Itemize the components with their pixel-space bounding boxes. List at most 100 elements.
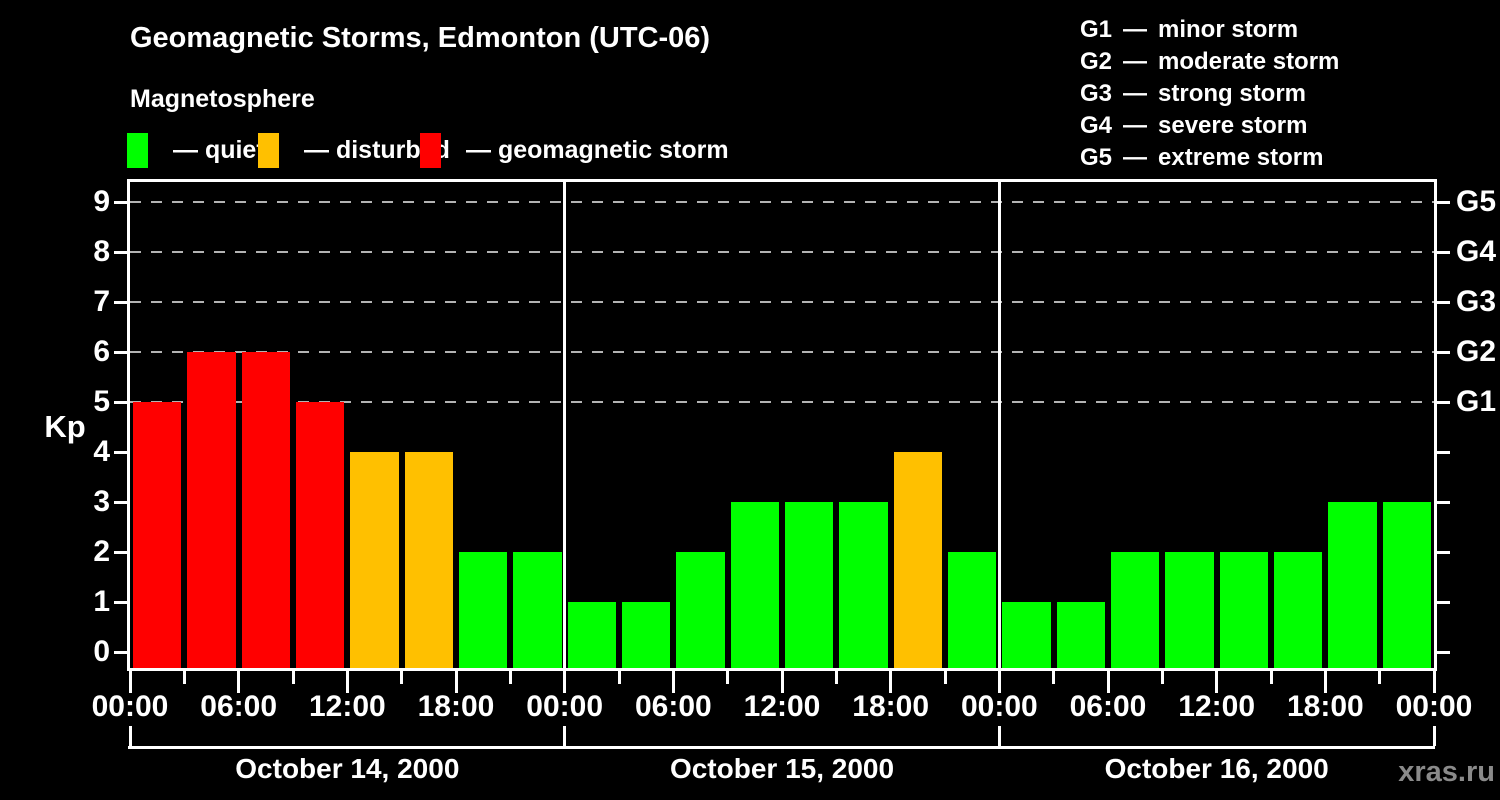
y-axis-tick bbox=[114, 250, 127, 254]
x-tick-label: 00:00 bbox=[960, 690, 1038, 723]
x-axis-tick bbox=[182, 671, 186, 684]
x-axis-tick bbox=[1432, 671, 1436, 693]
y-axis-tick bbox=[114, 350, 127, 354]
date-label: October 15, 2000 bbox=[669, 753, 895, 784]
dash: — bbox=[1123, 144, 1148, 171]
legend-label-quiet: — quiet bbox=[173, 135, 265, 164]
y-axis-tick bbox=[114, 450, 127, 454]
y-axis-tick-right bbox=[1437, 500, 1450, 504]
g-axis-label: G2 bbox=[1456, 335, 1497, 368]
g5-desc: extreme storm bbox=[1158, 144, 1324, 171]
x-tick-label: 18:00 bbox=[852, 690, 930, 723]
kp-bar bbox=[459, 552, 508, 668]
x-tick-label: 12:00 bbox=[1178, 690, 1256, 723]
y-axis-tick-right bbox=[1437, 350, 1450, 354]
watermark: xras.ru bbox=[1398, 756, 1495, 788]
g-scale-row-g3: G3 — strong storm bbox=[1080, 78, 1339, 110]
kp-bar bbox=[1328, 502, 1377, 668]
x-axis-tick bbox=[128, 671, 132, 693]
g2-code: G2 bbox=[1080, 48, 1113, 75]
y-axis-title: Kp bbox=[44, 409, 86, 444]
page-title: Geomagnetic Storms, Edmonton (UTC-06) bbox=[130, 22, 711, 54]
y-tick-label: 6 bbox=[93, 335, 110, 368]
g-axis-label: G5 bbox=[1456, 185, 1497, 218]
y-axis-tick bbox=[114, 650, 127, 654]
x-axis-tick bbox=[1160, 671, 1164, 684]
y-tick-label: 4 bbox=[93, 435, 110, 468]
gridline bbox=[130, 301, 1434, 303]
y-axis-tick-right bbox=[1437, 650, 1450, 654]
x-axis-tick bbox=[671, 671, 675, 693]
x-axis-tick bbox=[1323, 671, 1327, 693]
g3-code: G3 bbox=[1080, 80, 1113, 107]
plot-area bbox=[127, 179, 1437, 671]
y-tick-label: 7 bbox=[93, 285, 110, 318]
kp-bar bbox=[1219, 552, 1268, 668]
x-tick-label: 18:00 bbox=[417, 690, 495, 723]
g4-code: G4 bbox=[1080, 112, 1113, 139]
kp-bar bbox=[567, 602, 616, 668]
date-bracket-tick bbox=[1432, 726, 1436, 746]
x-axis-tick bbox=[834, 671, 838, 684]
g2-desc: moderate storm bbox=[1158, 48, 1340, 75]
x-axis-tick bbox=[508, 671, 512, 684]
y-tick-label: 0 bbox=[93, 635, 110, 668]
legend-item-storm: — geomagnetic storm bbox=[420, 132, 729, 168]
x-axis-tick bbox=[237, 671, 241, 693]
x-axis-tick bbox=[1052, 671, 1056, 684]
x-axis-tick bbox=[400, 671, 404, 684]
y-axis-tick-right bbox=[1437, 300, 1450, 304]
kp-bar bbox=[893, 452, 942, 668]
x-tick-label: 12:00 bbox=[308, 690, 386, 723]
kp-bar bbox=[187, 352, 236, 668]
x-axis-tick bbox=[1215, 671, 1219, 693]
g1-code: G1 bbox=[1080, 16, 1113, 43]
kp-bar bbox=[676, 552, 725, 668]
y-axis-tick bbox=[114, 600, 127, 604]
date-bracket-tick bbox=[128, 726, 132, 746]
x-axis-tick bbox=[454, 671, 458, 693]
y-axis-tick-right bbox=[1437, 450, 1450, 454]
disturbed-swatch-icon bbox=[258, 132, 279, 168]
gridline bbox=[130, 201, 1434, 203]
kp-bar bbox=[1002, 602, 1051, 668]
x-axis-tick bbox=[780, 671, 784, 693]
legend-label-storm: — geomagnetic storm bbox=[466, 135, 729, 164]
x-axis-tick bbox=[291, 671, 295, 684]
gridline bbox=[130, 251, 1434, 253]
day-separator bbox=[563, 182, 567, 668]
y-tick-label: 2 bbox=[93, 535, 110, 568]
kp-bar bbox=[1056, 602, 1105, 668]
y-axis-tick bbox=[114, 500, 127, 504]
g4-desc: severe storm bbox=[1158, 112, 1308, 139]
kp-bar bbox=[1111, 552, 1160, 668]
kp-bar bbox=[350, 452, 399, 668]
x-tick-label: 00:00 bbox=[526, 690, 604, 723]
g3-desc: strong storm bbox=[1158, 80, 1307, 107]
y-axis-tick-right bbox=[1437, 200, 1450, 204]
y-axis-tick bbox=[114, 300, 127, 304]
g-axis-label: G1 bbox=[1456, 385, 1497, 418]
y-axis-tick-right bbox=[1437, 550, 1450, 554]
dash: — bbox=[1123, 16, 1148, 43]
g-axis-label: G3 bbox=[1456, 285, 1497, 318]
x-tick-label: 18:00 bbox=[1286, 690, 1364, 723]
quiet-swatch-icon bbox=[127, 132, 148, 168]
gridline bbox=[130, 401, 1434, 403]
x-tick-label: 12:00 bbox=[743, 690, 821, 723]
kp-bar bbox=[1165, 552, 1214, 668]
y-tick-label: 8 bbox=[93, 235, 110, 268]
y-axis-tick bbox=[114, 400, 127, 404]
x-axis-tick bbox=[563, 671, 567, 693]
x-axis-tick bbox=[997, 671, 1001, 693]
x-tick-label: 06:00 bbox=[634, 690, 712, 723]
g-scale-row-g1: G1 — minor storm bbox=[1080, 14, 1339, 46]
y-axis-tick bbox=[114, 550, 127, 554]
y-axis-tick-right bbox=[1437, 250, 1450, 254]
legend-item-quiet: — quiet bbox=[127, 132, 265, 168]
date-bracket-tick bbox=[997, 726, 1001, 746]
x-tick-label: 00:00 bbox=[1395, 690, 1473, 723]
y-tick-label: 9 bbox=[93, 185, 110, 218]
kp-bar bbox=[1382, 502, 1431, 668]
